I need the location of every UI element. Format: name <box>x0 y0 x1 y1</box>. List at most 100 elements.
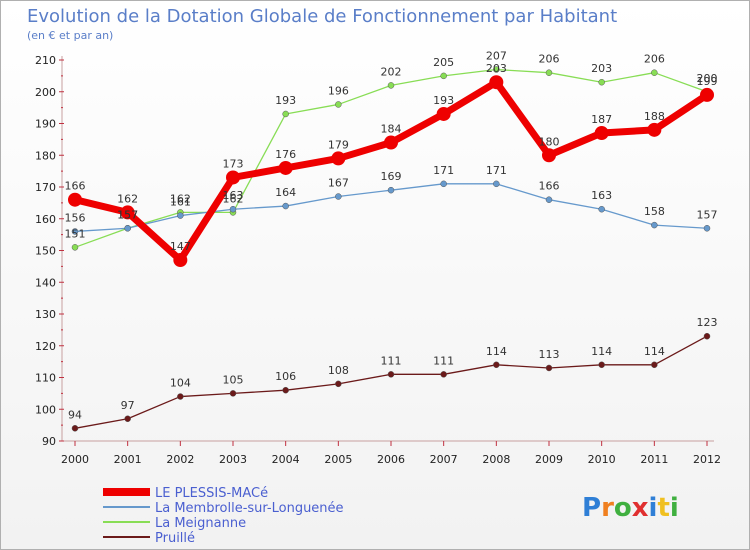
x-tick-label: 2004 <box>272 453 300 466</box>
series-point <box>647 122 662 137</box>
y-tick-label: 90 <box>42 435 56 448</box>
data-label: 184 <box>381 123 402 136</box>
y-tick-label: 130 <box>35 308 56 321</box>
data-label: 157 <box>117 208 138 221</box>
series-point <box>282 110 289 118</box>
data-label: 173 <box>223 157 244 170</box>
data-label: 202 <box>381 65 402 78</box>
data-label: 161 <box>170 196 191 209</box>
data-label: 123 <box>697 316 718 329</box>
data-label: 105 <box>223 373 244 386</box>
series-point <box>493 361 500 369</box>
series-point <box>282 202 289 210</box>
data-label: 203 <box>486 62 507 75</box>
y-tick-label: 150 <box>35 245 56 258</box>
data-label: 200 <box>697 72 718 85</box>
series-point <box>436 106 451 121</box>
logo-letter: t <box>657 493 669 523</box>
series-layer <box>68 66 714 432</box>
series-point <box>440 180 447 188</box>
series-point <box>335 380 342 388</box>
series-point <box>493 180 500 188</box>
legend-label: Pruillé <box>155 531 195 546</box>
series-point <box>542 148 556 163</box>
data-label: 108 <box>328 364 349 377</box>
x-tick-label: 2005 <box>324 453 352 466</box>
data-label: 106 <box>275 370 296 383</box>
series-point <box>545 69 553 76</box>
data-label: 114 <box>486 345 507 358</box>
data-label: 114 <box>644 345 665 358</box>
data-label: 166 <box>65 180 86 193</box>
data-label: 164 <box>275 186 296 199</box>
data-label: 157 <box>117 208 138 221</box>
x-tick-label: 2002 <box>166 453 194 466</box>
data-label: 156 <box>65 211 86 224</box>
series-point <box>71 425 79 432</box>
data-label: 187 <box>591 113 612 126</box>
y-tick-label: 140 <box>35 276 56 289</box>
data-label: 179 <box>328 138 349 151</box>
x-tick-label: 2010 <box>588 453 616 466</box>
series-point <box>173 253 188 268</box>
data-label: 111 <box>381 354 402 367</box>
data-label: 163 <box>223 189 244 202</box>
series-point <box>387 82 395 89</box>
y-tick-label: 200 <box>35 86 56 99</box>
series-point <box>387 186 395 194</box>
data-label: 196 <box>328 84 349 97</box>
series-point <box>177 212 184 219</box>
series-point <box>545 196 553 203</box>
legend-label: LE PLESSIS-MACé <box>155 486 268 501</box>
data-label: 94 <box>68 408 82 421</box>
logo-letter: r <box>601 493 614 523</box>
x-tick-label: 2007 <box>430 453 458 466</box>
data-labels: 94 97 104 105 106 108 111 111 114 113 114 114 123 151… <box>65 50 718 422</box>
series-point <box>384 135 398 150</box>
y-tick-label: 190 <box>35 118 56 131</box>
data-label: 193 <box>275 94 296 107</box>
series-point <box>598 361 605 369</box>
data-label: 163 <box>591 189 612 202</box>
series-point <box>335 101 342 108</box>
logo-letter: o <box>614 493 632 523</box>
data-label: 203 <box>591 62 612 75</box>
series-point <box>545 364 553 372</box>
series-point <box>68 192 82 207</box>
data-label: 157 <box>697 208 718 221</box>
x-tick-label: 2012 <box>693 453 721 466</box>
data-label: 193 <box>433 94 454 107</box>
x-tick-label: 2011 <box>640 453 668 466</box>
y-tick-label: 210 <box>35 54 56 67</box>
series-point <box>331 151 346 166</box>
data-label: 169 <box>381 170 402 183</box>
data-label: 114 <box>591 345 612 358</box>
data-label: 104 <box>170 377 191 390</box>
series-point <box>598 78 605 86</box>
logo-letter: x <box>632 493 649 523</box>
data-label: 158 <box>644 205 665 218</box>
data-label: 171 <box>486 164 507 177</box>
y-tick-label: 180 <box>35 149 56 162</box>
series-point <box>651 221 658 229</box>
chart-subtitle: (en € et par an) <box>27 29 113 42</box>
series-point <box>124 225 131 232</box>
logo-letter: i <box>649 493 658 523</box>
chart-title: Evolution de la Dotation Globale de Fonc… <box>27 6 617 27</box>
x-tick-label: 2009 <box>535 453 563 466</box>
data-label: 111 <box>433 354 454 367</box>
logo-letter: i <box>670 493 679 523</box>
series-point <box>703 332 711 340</box>
series-point <box>651 69 658 76</box>
series-point <box>71 244 79 251</box>
series-point <box>124 415 131 423</box>
series-point <box>594 126 609 141</box>
data-label: 166 <box>539 180 560 193</box>
data-label: 113 <box>539 348 560 361</box>
data-label: 206 <box>644 53 665 66</box>
data-label: 162 <box>117 192 138 205</box>
series-point <box>493 66 500 73</box>
series-point <box>71 228 79 235</box>
